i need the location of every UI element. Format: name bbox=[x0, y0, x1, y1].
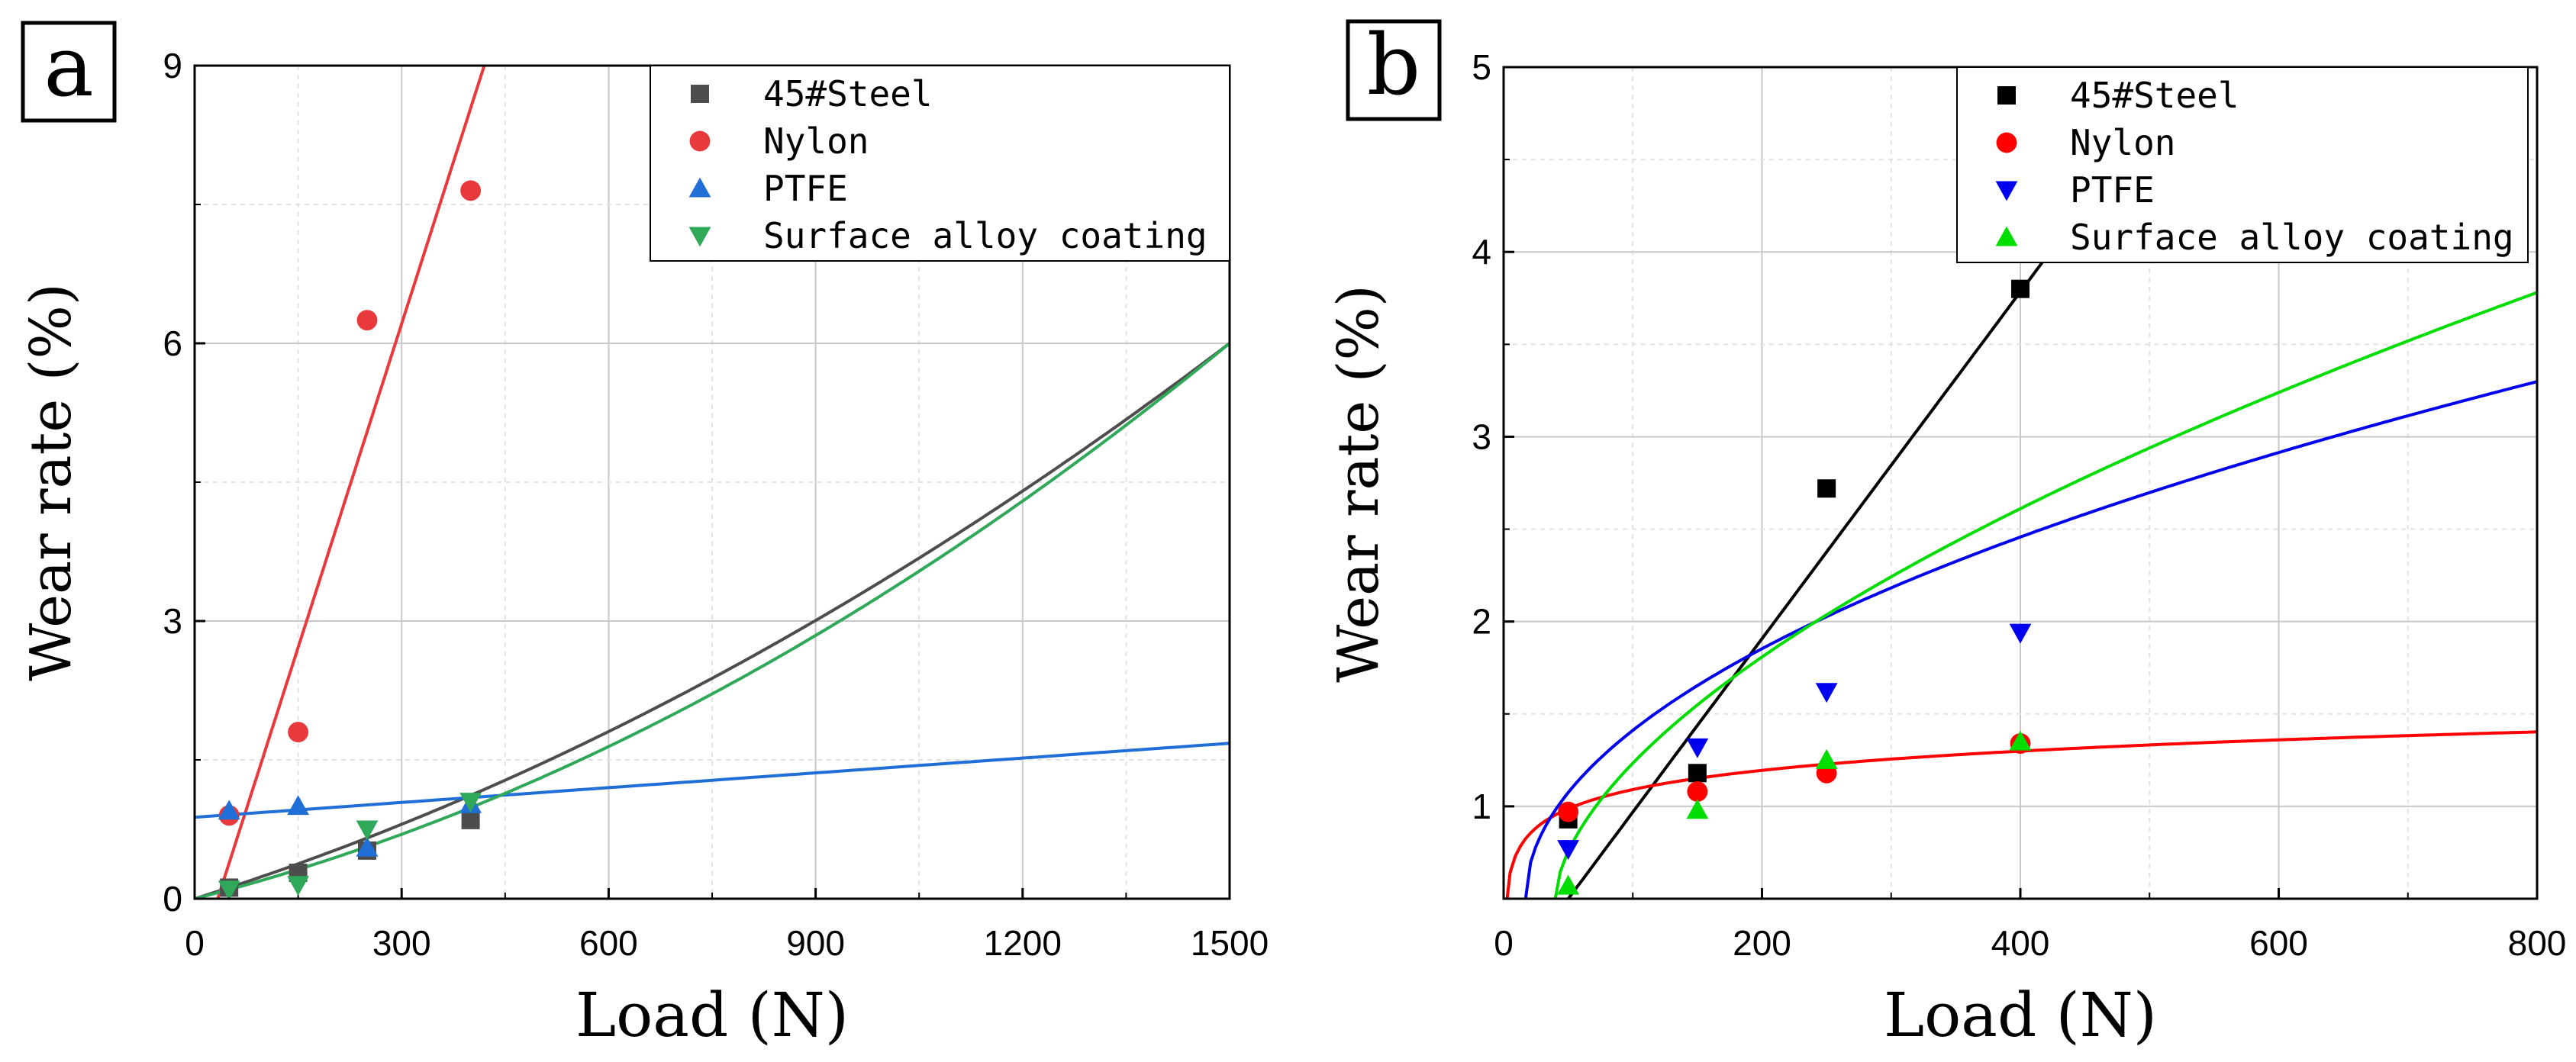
data-point bbox=[218, 800, 240, 820]
y-tick-label: 0 bbox=[163, 879, 182, 919]
legend-marker bbox=[688, 177, 711, 198]
x-tick-label: 600 bbox=[579, 923, 638, 963]
legend-marker bbox=[691, 85, 709, 103]
panel-a-label-box bbox=[21, 21, 117, 123]
data-point bbox=[1687, 781, 1708, 802]
data-point bbox=[2009, 623, 2032, 644]
x-tick-label: 800 bbox=[2508, 923, 2567, 963]
data-point bbox=[287, 876, 309, 896]
panel-b-y-tick-labels: 1 2 3 4 5 bbox=[1472, 47, 1491, 826]
data-point bbox=[356, 836, 379, 857]
fit-line-2 bbox=[195, 742, 1230, 819]
panel-b-data-points bbox=[1557, 279, 2032, 895]
y-tick-label: 6 bbox=[163, 323, 182, 363]
panel-a-data-points bbox=[218, 180, 482, 901]
data-point bbox=[356, 310, 378, 331]
panel-b-label: b bbox=[1367, 16, 1420, 114]
data-point bbox=[2009, 730, 2032, 751]
panel-a-x-tick-labels: 0 300 600 900 1200 1500 bbox=[185, 923, 1269, 963]
data-point bbox=[1815, 748, 1838, 769]
legend-marker bbox=[1997, 86, 2016, 105]
legend-marker bbox=[689, 130, 711, 152]
y-tick-label: 9 bbox=[163, 46, 182, 85]
data-point bbox=[1557, 840, 1580, 860]
panel-a-legend-label-nylon: Nylon bbox=[763, 121, 869, 162]
legend-marker bbox=[688, 227, 711, 247]
x-tick-label: 0 bbox=[185, 923, 205, 963]
x-tick-label: 900 bbox=[786, 923, 845, 963]
panel-a: a 0 300 600 900 1200 1500 0 3 6 9 0 Wear rate (%)… bbox=[18, 18, 1269, 1051]
panel-a-legend-markers bbox=[688, 85, 711, 247]
data-point bbox=[1815, 683, 1838, 703]
panel-b-y-axis-title: Wear rate (%) bbox=[1326, 285, 1391, 682]
data-point bbox=[356, 820, 379, 841]
y-tick-label: 2 bbox=[1472, 602, 1491, 642]
panel-a-legend-box bbox=[650, 65, 1230, 262]
legend-marker bbox=[1995, 181, 2018, 201]
x-tick-label: 600 bbox=[2249, 923, 2308, 963]
data-point bbox=[461, 810, 480, 829]
y-tick-label: 1 bbox=[1472, 787, 1491, 826]
y-tick-label: 3 bbox=[1472, 417, 1491, 456]
panel-b-x-axis-title: Load (N) bbox=[1884, 980, 2157, 1051]
data-point bbox=[287, 795, 309, 816]
data-point bbox=[1557, 874, 1580, 895]
data-point bbox=[2011, 279, 2030, 298]
fit-line-3 bbox=[1553, 291, 2537, 899]
data-point bbox=[1686, 738, 1709, 758]
panel-b-label-box bbox=[1346, 19, 1442, 121]
panel-a-label: a bbox=[44, 18, 94, 115]
y-tick-label: 5 bbox=[1472, 47, 1491, 87]
legend-marker bbox=[1995, 226, 2018, 246]
x-tick-label: 1500 bbox=[1191, 923, 1269, 963]
fit-line-2 bbox=[1523, 380, 2537, 899]
y-tick-label: 0 bbox=[163, 879, 182, 919]
legend-marker bbox=[1996, 132, 2017, 153]
data-point bbox=[460, 180, 482, 201]
panel-a-x-axis-title: Load (N) bbox=[575, 980, 849, 1051]
panel-b-legend-label-coating: Surface alloy coating bbox=[2070, 217, 2514, 258]
panel-b-legend-box bbox=[1956, 66, 2529, 263]
data-point bbox=[1558, 801, 1579, 822]
data-point bbox=[1686, 799, 1709, 819]
panel-b-legend: 45#Steel Nylon PTFE Surface alloy coatin… bbox=[1956, 66, 2529, 263]
data-point bbox=[1817, 479, 1836, 498]
panel-a-y-axis-title: Wear rate (%) bbox=[18, 283, 84, 681]
panel-a-legend-label-ptfe: PTFE bbox=[763, 168, 848, 209]
panel-a-legend-label-steel: 45#Steel bbox=[763, 73, 933, 114]
data-point bbox=[1688, 764, 1707, 783]
panel-a-legend-label-coating: Surface alloy coating bbox=[763, 215, 1207, 256]
data-point bbox=[288, 722, 309, 743]
fit-line-1 bbox=[216, 66, 486, 899]
data-point bbox=[459, 793, 482, 813]
panel-b-legend-markers bbox=[1995, 86, 2018, 246]
panel-b: b 0 200 400 600 800 1 2 3 4 5 Wear rate (%) Load… bbox=[1326, 16, 2566, 1051]
x-tick-label: 300 bbox=[372, 923, 431, 963]
data-point bbox=[218, 880, 240, 901]
x-tick-label: 0 bbox=[1494, 923, 1514, 963]
x-tick-label: 1200 bbox=[984, 923, 1062, 963]
x-tick-label: 200 bbox=[1733, 923, 1791, 963]
panel-b-x-tick-labels: 0 200 400 600 800 bbox=[1494, 923, 2566, 963]
panel-b-legend-label-ptfe: PTFE bbox=[2070, 169, 2155, 211]
panel-b-legend-label-nylon: Nylon bbox=[2070, 122, 2175, 163]
x-tick-label: 400 bbox=[1991, 923, 2050, 963]
panel-b-legend-label-steel: 45#Steel bbox=[2070, 75, 2239, 116]
y-tick-label: 4 bbox=[1472, 232, 1491, 272]
panel-a-legend: 45#Steel Nylon PTFE Surface alloy coatin… bbox=[650, 65, 1230, 262]
y-tick-label: 3 bbox=[163, 601, 182, 641]
